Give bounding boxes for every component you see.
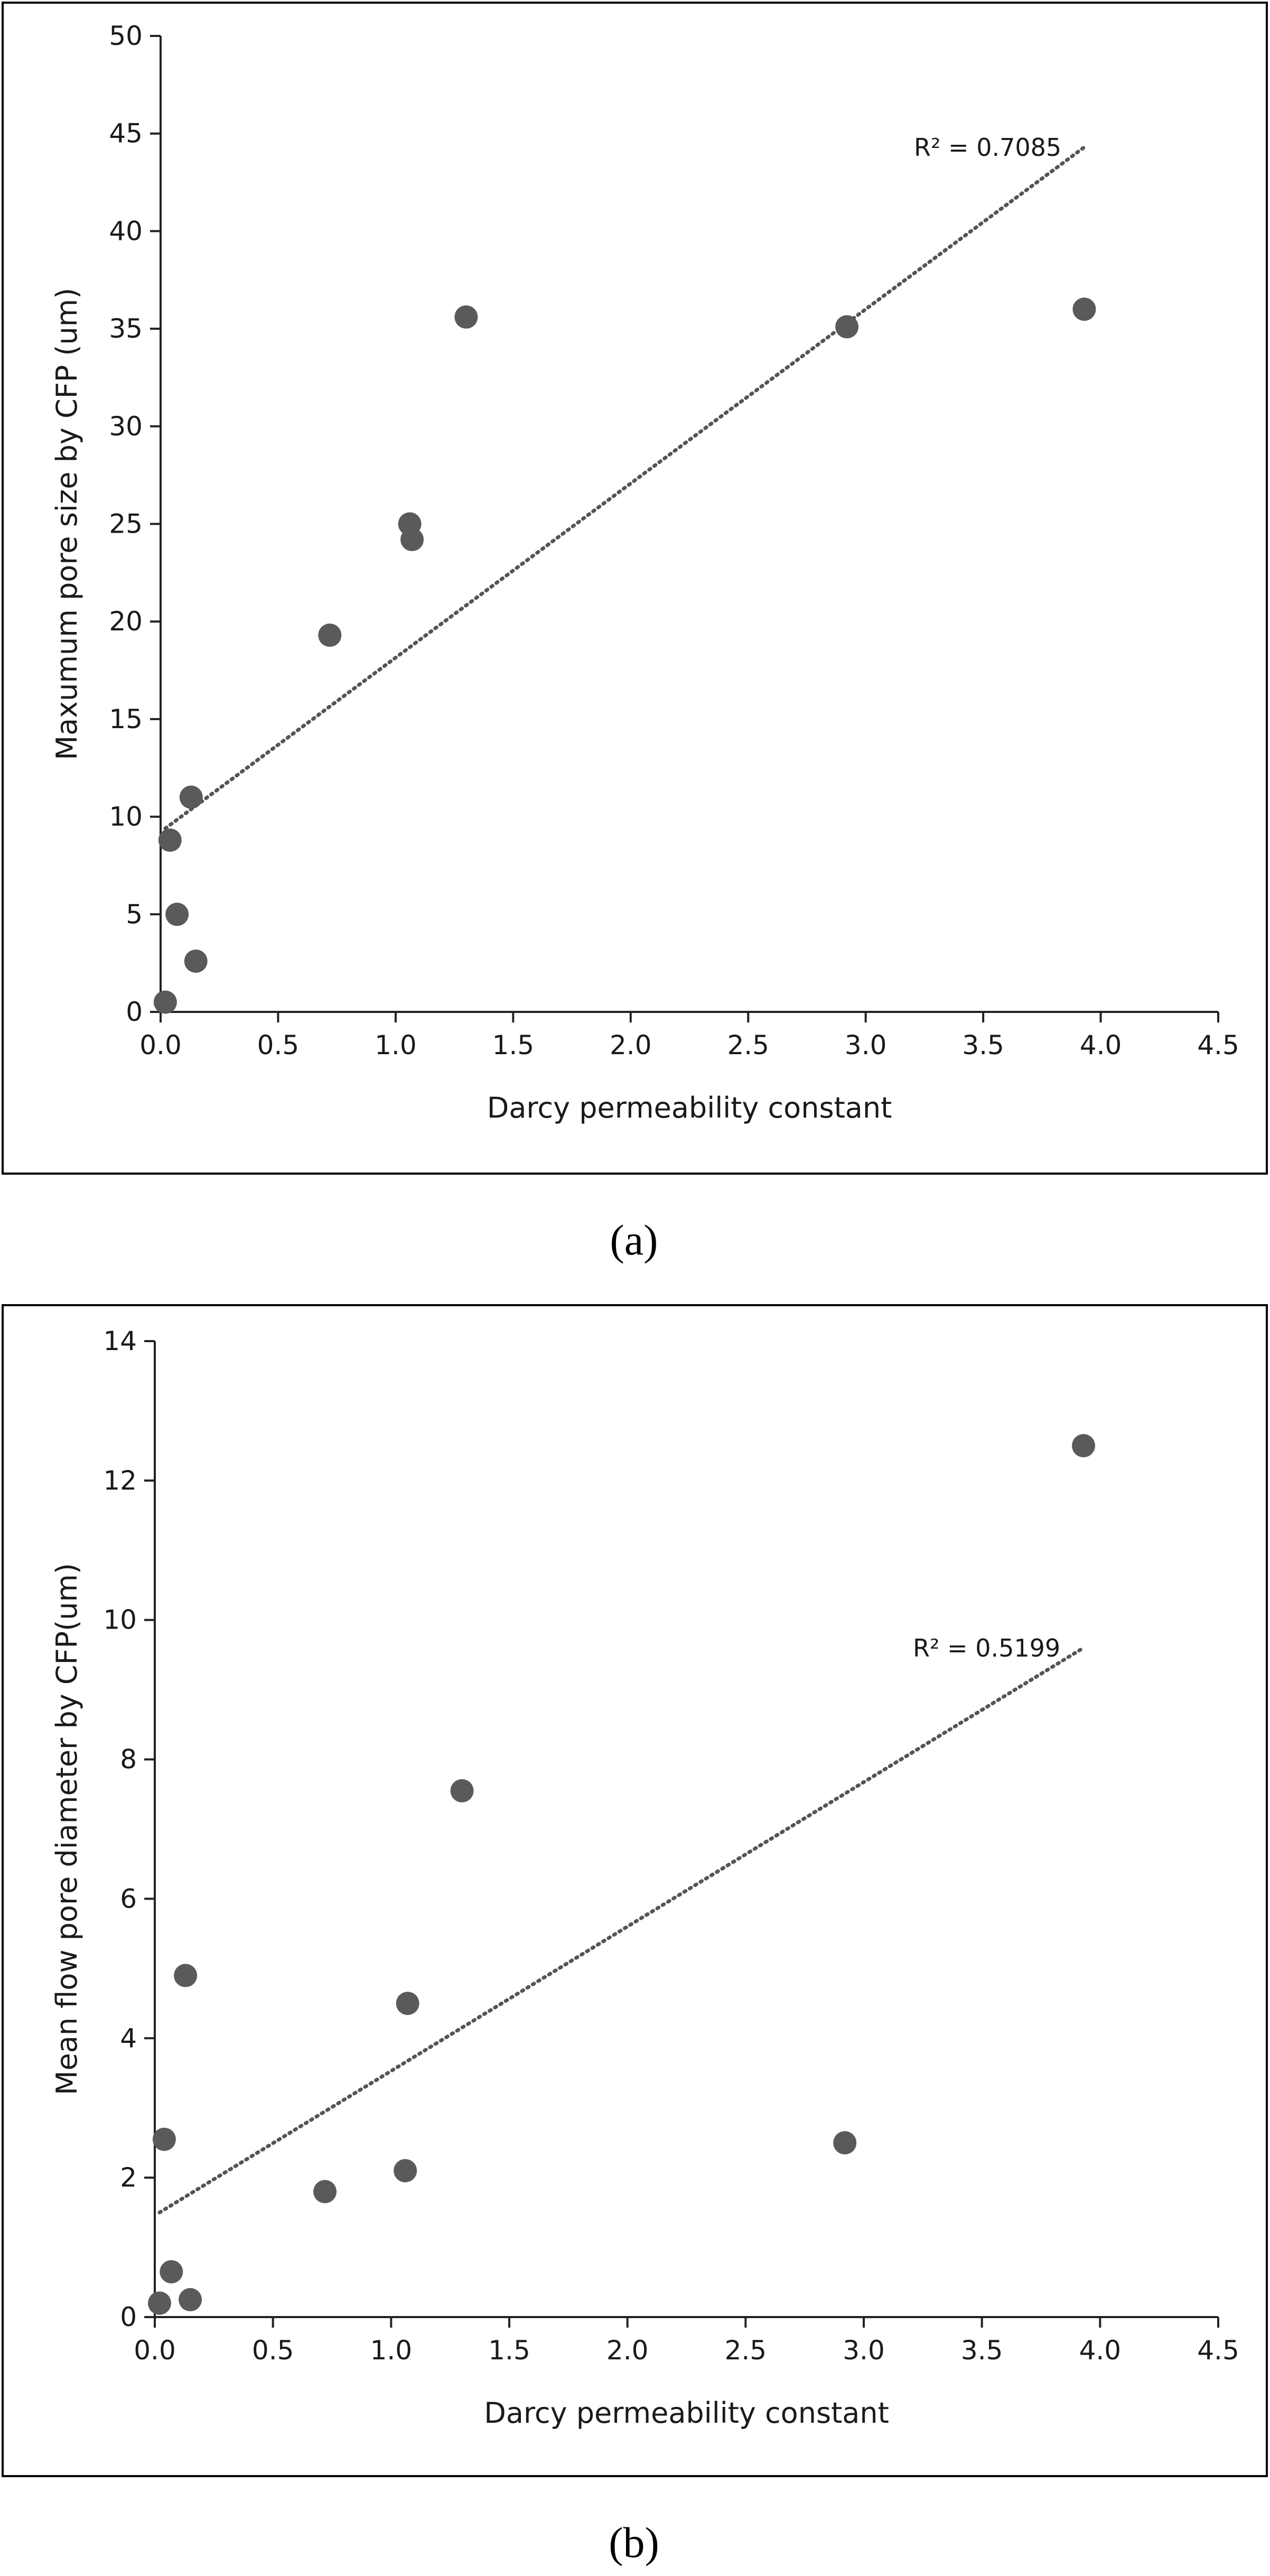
x-tick-label: 4.5 bbox=[1197, 2335, 1239, 2366]
chart-panel-b bbox=[2, 1304, 1268, 2477]
y-tick-label: 4 bbox=[120, 2023, 137, 2053]
data-point bbox=[179, 2288, 202, 2312]
y-tick-label: 25 bbox=[109, 509, 143, 540]
trendline bbox=[157, 1645, 1086, 2215]
data-point bbox=[318, 624, 342, 647]
x-tick-label: 1.5 bbox=[492, 1030, 535, 1061]
x-tick-label: 4.0 bbox=[1079, 2335, 1122, 2366]
data-point bbox=[835, 315, 859, 339]
data-point bbox=[165, 903, 189, 926]
data-point bbox=[160, 2260, 183, 2284]
x-tick-label: 1.0 bbox=[375, 1030, 417, 1061]
r-squared-annotation: R² = 0.7085 bbox=[914, 133, 1061, 162]
panel-caption-b: (b) bbox=[609, 2518, 659, 2566]
x-tick-label: 4.0 bbox=[1080, 1030, 1122, 1061]
x-tick-label: 3.0 bbox=[843, 2335, 885, 2366]
y-tick-label: 2 bbox=[120, 2162, 137, 2193]
panel-caption-a: (a) bbox=[610, 1216, 658, 1264]
y-tick-label: 10 bbox=[109, 802, 143, 832]
x-axis-title: Darcy permeability constant bbox=[484, 2396, 889, 2430]
y-tick-label: 12 bbox=[103, 1465, 137, 1496]
x-axis-title: Darcy permeability constant bbox=[487, 1091, 892, 1124]
y-tick-label: 10 bbox=[103, 1605, 137, 1635]
data-point bbox=[833, 2131, 857, 2155]
y-tick-label: 15 bbox=[109, 704, 143, 734]
trendline bbox=[163, 145, 1086, 831]
x-tick-label: 1.5 bbox=[488, 2335, 530, 2366]
y-tick-label: 20 bbox=[109, 606, 143, 637]
x-tick-label: 2.5 bbox=[725, 2335, 767, 2366]
data-point bbox=[454, 305, 478, 329]
x-tick-label: 3.0 bbox=[845, 1030, 887, 1061]
y-tick-label: 40 bbox=[109, 216, 143, 246]
x-tick-label: 2.5 bbox=[727, 1030, 769, 1061]
x-tick-label: 2.0 bbox=[610, 1030, 652, 1061]
data-point bbox=[396, 1992, 419, 2015]
x-tick-label: 0.0 bbox=[139, 1030, 182, 1061]
chart-a: 0 5 10 15 20 25 30 35 40 45 50 0.0 0.5 1.0 1.5 2.0 2.5 3.… bbox=[50, 21, 1239, 1124]
data-point bbox=[179, 785, 203, 809]
data-point bbox=[147, 2291, 171, 2315]
x-tick-label: 4.5 bbox=[1197, 1030, 1239, 1061]
data-point bbox=[450, 1779, 474, 1802]
r-squared-annotation: R² = 0.5199 bbox=[913, 1634, 1060, 1662]
y-axis-title: Mean flow pore diameter by CFP(um) bbox=[50, 1563, 83, 2095]
y-tick-label: 45 bbox=[109, 118, 143, 149]
data-point bbox=[1072, 297, 1096, 321]
y-tick-label: 30 bbox=[109, 411, 143, 442]
chart-b: 0 2 4 6 8 10 12 14 0.0 0.5 1.0 1.5 2.0 2.5 3.0 3.5 4.0 4.… bbox=[50, 1326, 1239, 2430]
data-point bbox=[313, 2180, 337, 2203]
y-tick-label: 35 bbox=[109, 313, 143, 344]
y-tick-label: 6 bbox=[120, 1883, 137, 1914]
y-tick-label: 8 bbox=[120, 1744, 137, 1775]
y-tick-label: 5 bbox=[126, 899, 143, 929]
y-tick-label: 0 bbox=[126, 997, 143, 1027]
x-tick-label: 1.0 bbox=[370, 2335, 413, 2366]
data-point bbox=[1072, 1434, 1096, 1457]
data-point bbox=[153, 990, 177, 1014]
y-tick-label: 0 bbox=[120, 2302, 137, 2332]
x-tick-label: 2.0 bbox=[606, 2335, 649, 2366]
y-axis-title: Maxumum pore size by CFP (um) bbox=[50, 288, 83, 760]
y-tick-label: 50 bbox=[109, 21, 143, 51]
data-point bbox=[152, 2127, 176, 2151]
x-tick-label: 3.5 bbox=[961, 2335, 1003, 2366]
x-tick-label: 0.5 bbox=[257, 1030, 300, 1061]
chart-panel-a bbox=[2, 2, 1268, 1175]
data-point bbox=[158, 828, 182, 852]
y-tick-label: 14 bbox=[103, 1326, 137, 1356]
data-point bbox=[174, 1964, 198, 1987]
data-point bbox=[394, 2159, 417, 2182]
x-tick-label: 0.0 bbox=[134, 2335, 176, 2366]
data-point bbox=[184, 949, 208, 973]
x-tick-label: 0.5 bbox=[252, 2335, 294, 2366]
data-point bbox=[400, 528, 424, 552]
x-tick-label: 3.5 bbox=[962, 1030, 1004, 1061]
